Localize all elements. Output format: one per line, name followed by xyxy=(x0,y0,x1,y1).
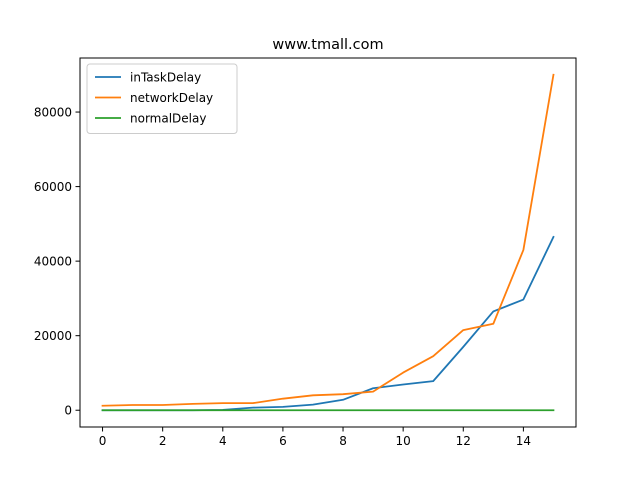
legend: inTaskDelay networkDelay normalDelay xyxy=(86,63,238,134)
x-tick-label: 2 xyxy=(159,434,167,448)
series-line-networkDelay xyxy=(101,73,555,407)
legend-box xyxy=(86,63,238,134)
plot-area xyxy=(101,73,555,412)
legend-label-networkDelay: networkDelay xyxy=(130,91,213,105)
axes: 0 2 4 6 8 10 12 14 0 20000 40000 60000 80000 xyxy=(34,57,577,448)
x-tick-label: 6 xyxy=(279,434,287,448)
axes-frame xyxy=(79,57,577,428)
legend-label-inTaskDelay: inTaskDelay xyxy=(130,71,201,85)
x-tick-label: 0 xyxy=(99,434,107,448)
x-tick-label: 8 xyxy=(339,434,347,448)
chart-title: www.tmall.com xyxy=(272,37,383,53)
y-tick-label: 0 xyxy=(64,404,72,418)
y-tick-label: 80000 xyxy=(34,106,72,120)
y-tick-label: 20000 xyxy=(34,329,72,343)
x-tick-label: 10 xyxy=(396,434,411,448)
x-tick-label: 12 xyxy=(456,434,471,448)
x-tick-label: 14 xyxy=(516,434,531,448)
y-tick-label: 60000 xyxy=(34,180,72,194)
legend-label-normalDelay: normalDelay xyxy=(130,112,206,126)
y-tick-label: 40000 xyxy=(34,255,72,269)
x-tick-label: 4 xyxy=(219,434,227,448)
